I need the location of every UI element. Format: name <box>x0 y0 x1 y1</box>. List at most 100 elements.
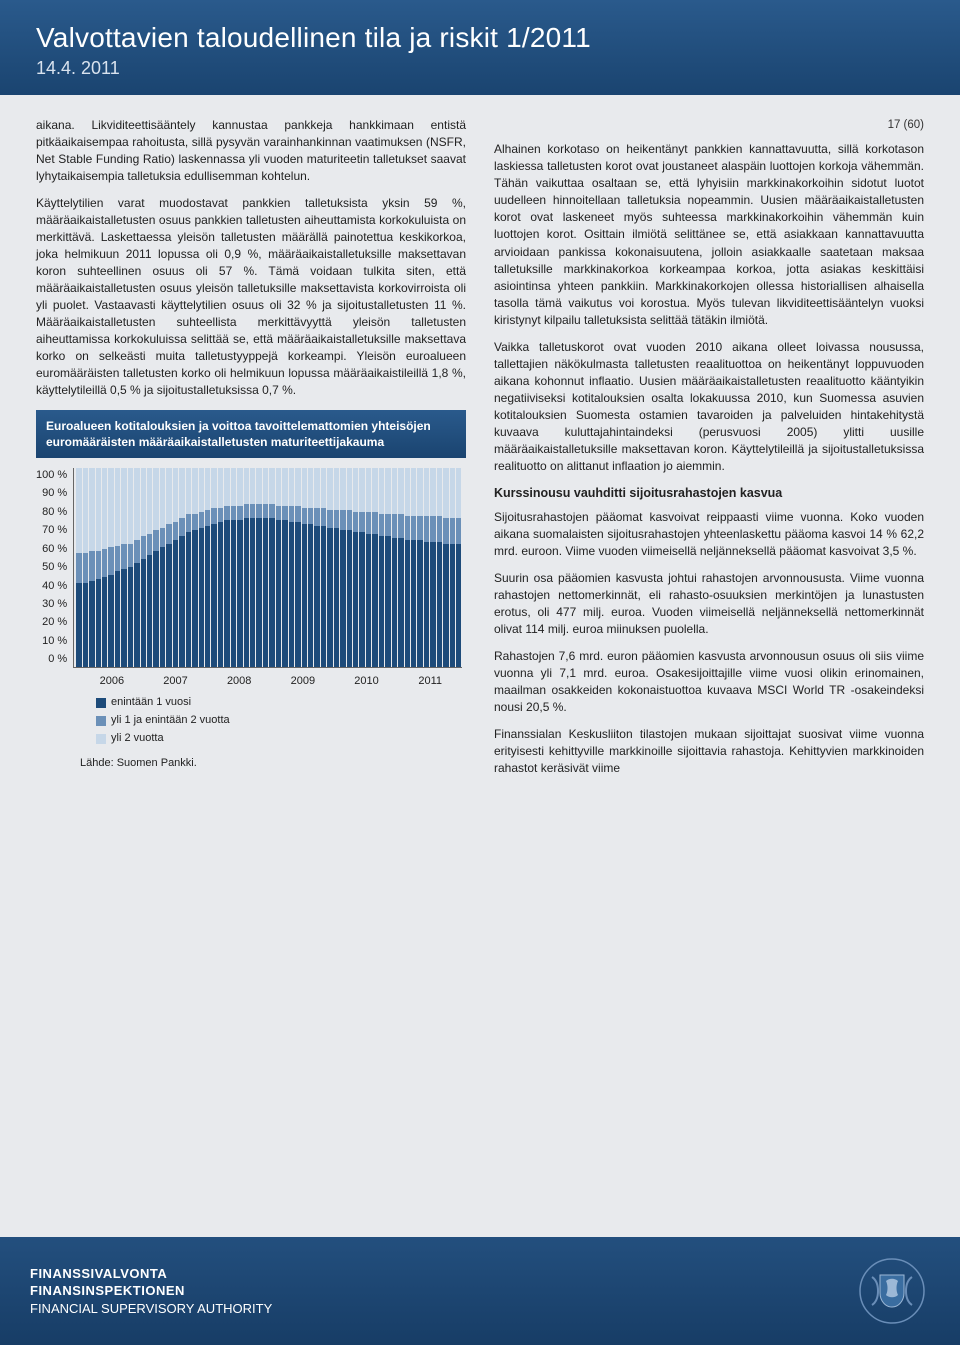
bar-column <box>192 468 197 667</box>
bar-column <box>224 468 229 667</box>
paragraph: Vaikka talletuskorot ovat vuoden 2010 ai… <box>494 339 924 475</box>
chart-x-axis: 200620072008200920102011 <box>80 668 462 690</box>
bar-column <box>321 468 326 667</box>
y-tick: 0 % <box>48 652 67 668</box>
page-number: 17 (60) <box>494 117 924 133</box>
legend-label: yli 2 vuotta <box>111 731 164 747</box>
coat-of-arms-icon <box>858 1257 926 1325</box>
brand-line-2: FINANSINSPEKTIONEN <box>30 1282 272 1300</box>
bar-column <box>128 468 133 667</box>
subheading: Kurssinousu vauhditti sijoitusrahastojen… <box>494 485 924 503</box>
bar-column <box>450 468 455 667</box>
bar-column <box>276 468 281 667</box>
x-tick: 2009 <box>271 674 335 690</box>
bar-column <box>437 468 442 667</box>
bar-column <box>237 468 242 667</box>
bar-column <box>347 468 352 667</box>
chart-area: 100 %90 %80 %70 %60 %50 %40 %30 %20 %10 … <box>36 458 466 776</box>
bar-column <box>199 468 204 667</box>
bar-column <box>295 468 300 667</box>
bar-column <box>160 468 165 667</box>
y-tick: 70 % <box>42 523 67 539</box>
bar-column <box>385 468 390 667</box>
legend-swatch <box>96 716 106 726</box>
y-tick: 10 % <box>42 634 67 650</box>
bar-column <box>314 468 319 667</box>
page: Valvottavien taloudellinen tila ja riski… <box>0 0 960 1345</box>
bar-column <box>231 468 236 667</box>
brand-line-1: FINANSSIVALVONTA <box>30 1265 272 1283</box>
bar-column <box>359 468 364 667</box>
document-date: 14.4. 2011 <box>36 58 924 79</box>
bar-column <box>76 468 81 667</box>
bar-column <box>186 468 191 667</box>
legend-swatch <box>96 698 106 708</box>
chart-plot <box>73 468 462 668</box>
legend-label: yli 1 ja enintään 2 vuotta <box>111 713 230 729</box>
bar-column <box>102 468 107 667</box>
chart-source: Lähde: Suomen Pankki. <box>80 756 462 772</box>
legend-label: enintään 1 vuosi <box>111 695 191 711</box>
bar-column <box>218 468 223 667</box>
bar-column <box>392 468 397 667</box>
bar-column <box>282 468 287 667</box>
legend-swatch <box>96 734 106 744</box>
chart-legend: enintään 1 vuosi yli 1 ja enintään 2 vuot… <box>96 695 462 746</box>
paragraph: Suurin osa pääomien kasvusta johtui raha… <box>494 570 924 638</box>
bar-column <box>366 468 371 667</box>
bar-column <box>121 468 126 667</box>
bar-column <box>211 468 216 667</box>
legend-item: yli 1 ja enintään 2 vuotta <box>96 713 462 729</box>
paragraph: Sijoitusrahastojen pääomat kasvoivat rei… <box>494 509 924 560</box>
y-tick: 30 % <box>42 597 67 613</box>
bar-column <box>250 468 255 667</box>
bar-column <box>153 468 158 667</box>
chart-plot-wrap: 100 %90 %80 %70 %60 %50 %40 %30 %20 %10 … <box>36 468 462 668</box>
y-tick: 60 % <box>42 542 67 558</box>
bar-column <box>308 468 313 667</box>
y-tick: 80 % <box>42 505 67 521</box>
bar-column <box>263 468 268 667</box>
bar-column <box>417 468 422 667</box>
bar-column <box>289 468 294 667</box>
bar-column <box>443 468 448 667</box>
chart-title: Euroalueen kotitalouksien ja voittoa tav… <box>36 410 466 458</box>
left-column: aikana. Likviditeettisääntely kannustaa … <box>36 117 466 1213</box>
bar-column <box>372 468 377 667</box>
x-tick: 2011 <box>398 674 462 690</box>
paragraph: Käyttelytilien varat muodostavat pankkie… <box>36 195 466 399</box>
paragraph: aikana. Likviditeettisääntely kannustaa … <box>36 117 466 185</box>
legend-item: enintään 1 vuosi <box>96 695 462 711</box>
right-column: 17 (60) Alhainen korkotaso on heikentäny… <box>494 117 924 1213</box>
chart-y-axis: 100 %90 %80 %70 %60 %50 %40 %30 %20 %10 … <box>36 468 73 668</box>
paragraph: Finanssialan Keskusliiton tilastojen muk… <box>494 726 924 777</box>
x-tick: 2010 <box>335 674 399 690</box>
document-title: Valvottavien taloudellinen tila ja riski… <box>36 22 924 54</box>
chart-box: Euroalueen kotitalouksien ja voittoa tav… <box>36 410 466 776</box>
bar-column <box>430 468 435 667</box>
bar-column <box>173 468 178 667</box>
brand-line-3: FINANCIAL SUPERVISORY AUTHORITY <box>30 1300 272 1318</box>
bar-column <box>108 468 113 667</box>
bar-column <box>256 468 261 667</box>
bar-column <box>244 468 249 667</box>
footer-brand: FINANSSIVALVONTA FINANSINSPEKTIONEN FINA… <box>30 1265 272 1318</box>
bar-column <box>353 468 358 667</box>
bar-column <box>405 468 410 667</box>
y-tick: 40 % <box>42 579 67 595</box>
bar-column <box>424 468 429 667</box>
bar-column <box>302 468 307 667</box>
bar-column <box>147 468 152 667</box>
legend-item: yli 2 vuotta <box>96 731 462 747</box>
bar-column <box>379 468 384 667</box>
bar-column <box>89 468 94 667</box>
paragraph: Alhainen korkotaso on heikentänyt pankki… <box>494 141 924 328</box>
y-tick: 20 % <box>42 615 67 631</box>
x-tick: 2006 <box>80 674 144 690</box>
bar-column <box>166 468 171 667</box>
y-tick: 50 % <box>42 560 67 576</box>
bar-column <box>96 468 101 667</box>
page-header: Valvottavien taloudellinen tila ja riski… <box>0 0 960 95</box>
bar-column <box>327 468 332 667</box>
x-tick: 2008 <box>207 674 271 690</box>
